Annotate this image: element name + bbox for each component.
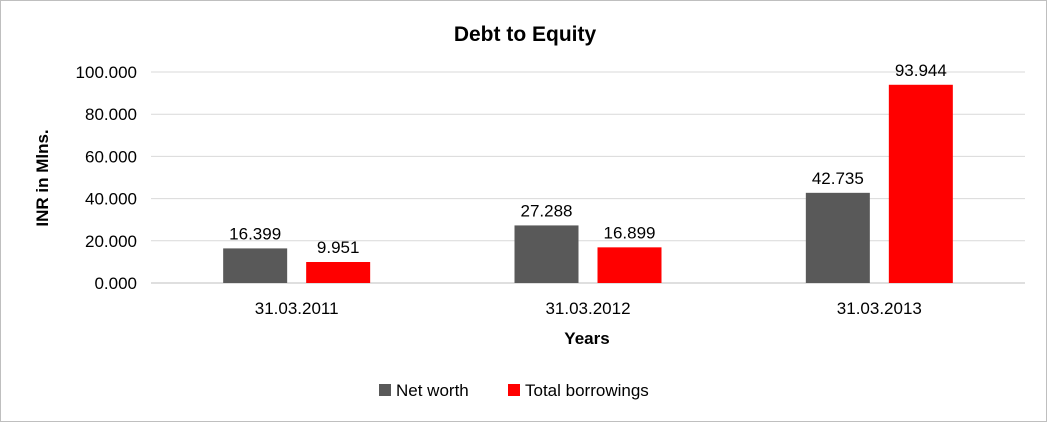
legend-label: Net worth: [396, 381, 469, 400]
y-tick-label: 40.000: [85, 190, 137, 209]
bar-total-borrowings: [306, 262, 371, 283]
y-tick-label: 60.000: [85, 147, 137, 166]
x-axis-ticks: 31.03.2011 31.03.2012 31.03.2013: [255, 299, 922, 318]
bar-net-worth: [223, 248, 288, 283]
bar-net-worth: [514, 225, 579, 283]
data-label: 16.899: [604, 223, 656, 242]
data-label: 42.735: [812, 169, 864, 188]
bar-total-borrowings: [597, 247, 662, 283]
data-label: 93.944: [895, 61, 947, 80]
data-label: 16.399: [229, 224, 281, 243]
y-tick-label: 100.000: [76, 63, 137, 82]
y-tick-label: 0.000: [94, 274, 137, 293]
data-label: 27.288: [521, 201, 573, 220]
bars: [223, 84, 953, 283]
chart-title: Debt to Equity: [454, 23, 597, 46]
x-tick-label: 31.03.2012: [545, 299, 630, 318]
legend-label: Total borrowings: [525, 381, 649, 400]
bar-net-worth: [805, 192, 870, 283]
x-tick-label: 31.03.2013: [837, 299, 922, 318]
data-label: 9.951: [317, 238, 360, 257]
y-axis-ticks: 0.000 20.000 40.000 60.000 80.000 100.000: [76, 63, 137, 293]
gridlines: [151, 71, 1025, 284]
y-axis-title: INR in Mlns.: [33, 129, 52, 226]
legend-swatch: [508, 384, 520, 396]
x-axis-title: Years: [564, 329, 609, 348]
y-tick-label: 20.000: [85, 232, 137, 251]
legend: Net worth Total borrowings: [379, 381, 649, 400]
bar-total-borrowings: [888, 84, 953, 283]
x-tick-label: 31.03.2011: [255, 299, 339, 318]
data-labels: 16.399 9.951 27.288 16.899 42.735 93.944: [229, 61, 947, 257]
y-tick-label: 80.000: [85, 105, 137, 124]
legend-swatch: [379, 384, 391, 396]
